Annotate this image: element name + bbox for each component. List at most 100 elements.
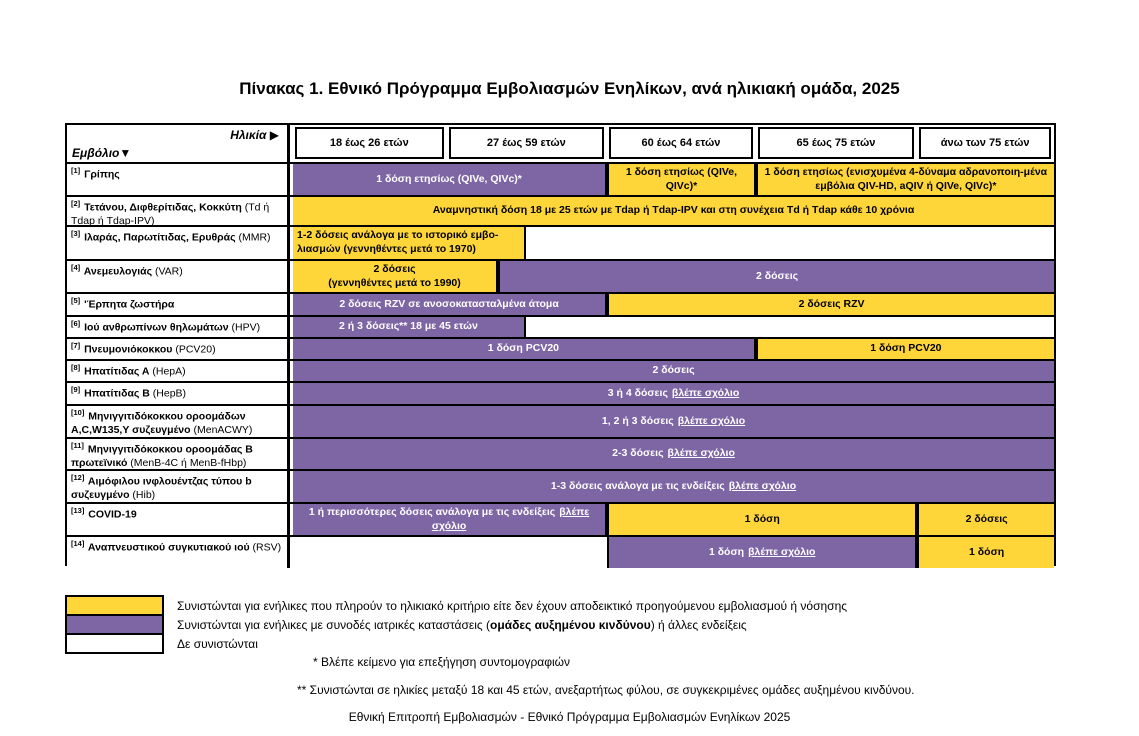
table-row: [10] Μηνιγγιτιδόκοκκου οροομάδων A,C,W13… — [67, 404, 1054, 437]
table-header-row: Ηλικία ▶ Εμβόλιο▼ 18 έως 26 ετών 27 έως 5… — [67, 125, 1054, 162]
schedule-cell-text: 2 δόσεις — [652, 364, 695, 377]
schedule-cell-text: 1 ή περισσότερες δόσεις ανάλογα με τις ε… — [308, 505, 590, 532]
table-row: [2] Τετάνου, Διφθερίτιδας, Κοκκύτη (Td ή… — [67, 195, 1054, 227]
table-body: [1] Γρίπης 1 δόση ετησίως (QIVe, QIVc)* 1… — [67, 162, 1054, 568]
legend-item-text: Δε συνιστώνται — [177, 636, 258, 651]
row-label: [14] Αναπνευστικού συγκυτιακού ιού (RSV) — [67, 537, 290, 568]
table-row: [5] 'Έρπητα ζωστήρα 2 δόσεις RZV σε ανοσ… — [67, 292, 1054, 315]
row-number-superscript: [12] — [71, 473, 85, 482]
row-label-abbreviation: (MMR) — [238, 231, 271, 244]
vaccination-schedule-table: Ηλικία ▶ Εμβόλιο▼ 18 έως 26 ετών 27 έως 5… — [65, 123, 1056, 568]
row-label: [6] Ιού ανθρωπίνων θηλωμάτων (HPV) — [67, 317, 290, 337]
schedule-cell-text: 3 ή 4 δόσεις βλέπε σχόλιο — [607, 386, 740, 399]
schedule-cell-text: 1, 2 ή 3 δόσεις βλέπε σχόλιο — [601, 414, 746, 427]
schedule-cell: 1 δόση ετησίως (ενισχυμένα 4-δύναμα αδρα… — [755, 164, 1054, 195]
legend: Συνιστώνται για ενήλικες που πληρούν το … — [65, 595, 847, 654]
see-note-link: βλέπε σχόλιο — [748, 545, 816, 558]
schedule-cell: 2 ή 3 δόσεις** 18 με 45 ετών — [293, 317, 526, 337]
age-column-header: άνω των 75 ετών — [919, 127, 1051, 159]
schedule-cell: 2 δόσεις — [293, 361, 1054, 381]
table-row: [6] Ιού ανθρωπίνων θηλωμάτων (HPV) 2 ή 3 … — [67, 315, 1054, 337]
schedule-cell: 1, 2 ή 3 δόσεις βλέπε σχόλιο — [293, 406, 1054, 437]
row-number-superscript: [4] — [71, 263, 81, 272]
row-label: [4] Ανεμευλογιάς (VAR) — [67, 261, 290, 292]
row-label-abbreviation: (Hib) — [132, 488, 156, 501]
row-number-superscript: [9] — [71, 385, 81, 394]
see-note-link: βλέπε σχόλιο — [728, 479, 797, 492]
schedule-cell: 2 δόσεις (γεννηθέντες μετά το 1990) — [293, 261, 499, 292]
legend-swatch-purple — [65, 614, 164, 635]
legend-item: Συνιστώνται για ενήλικες με συνοδές ιατρ… — [65, 614, 847, 635]
row-label-abbreviation: (MenACWY) — [193, 423, 253, 436]
row-label: [1] Γρίπης — [67, 164, 290, 195]
page-title: Πίνακας 1. Εθνικό Πρόγραμμα Εμβολιασμών … — [239, 79, 900, 98]
table-corner-cell: Ηλικία ▶ Εμβόλιο▼ — [67, 125, 290, 162]
row-label-abbreviation: (HPV) — [231, 321, 261, 334]
schedule-cell: 1 δόση — [917, 537, 1054, 568]
row-number-superscript: [13] — [71, 506, 85, 515]
age-column-header: 65 έως 75 ετών — [757, 127, 915, 159]
table-row: [9] Ηπατίτιδας Β (HepB) 3 ή 4 δόσεις βλέπε… — [67, 381, 1054, 404]
row-label: [2] Τετάνου, Διφθερίτιδας, Κοκκύτη (Td ή… — [67, 197, 290, 227]
schedule-cell-text: 2 δόσεις (γεννηθέντες μετά το 1990) — [328, 262, 461, 289]
age-axis-label: Ηλικία ▶ — [230, 128, 279, 142]
row-label-abbreviation: (MenB-4C ή MenB-fHbp) — [130, 456, 247, 469]
schedule-cell: 2 δόσεις — [917, 504, 1054, 535]
row-number-superscript: [8] — [71, 363, 81, 372]
schedule-cell: 3 ή 4 δόσεις βλέπε σχόλιο — [293, 383, 1054, 404]
row-label: [5] 'Έρπητα ζωστήρα — [67, 294, 290, 315]
schedule-cell: 1 δόση ετησίως (QIVe, QIVc)* — [293, 164, 608, 195]
footnote-single-star: * Βλέπε κείμενο για επεξήγηση συντομογρα… — [313, 655, 571, 669]
schedule-cell-text: 1 δόση PCV20 — [870, 342, 942, 355]
schedule-cell-text: 2 δόσεις RZV — [798, 297, 865, 310]
row-number-superscript: [3] — [71, 229, 81, 238]
legend-item-text: Συνιστώνται για ενήλικες με συνοδές ιατρ… — [177, 617, 747, 632]
row-label-abbreviation: (PCV20) — [175, 343, 216, 356]
legend-item-text: Συνιστώνται για ενήλικες που πληρούν το … — [177, 598, 848, 613]
row-number-superscript: [10] — [71, 408, 85, 417]
table-row: [7] Πνευμονιόκοκκου (PCV20) 1 δόση PCV20 1… — [67, 337, 1054, 359]
schedule-cell-text: 1 δόση — [744, 512, 780, 525]
row-label-abbreviation: (HepB) — [152, 387, 187, 400]
row-label-abbreviation: (Td ή Tdap ή Tdap-IPV) — [71, 201, 270, 227]
legend-item: Δε συνιστώνται — [65, 633, 847, 654]
schedule-cell-text: 2 δόσεις — [965, 512, 1008, 525]
row-number-superscript: [14] — [71, 539, 85, 548]
schedule-cell: 1 δόση PCV20 — [755, 339, 1054, 359]
row-number-superscript: [5] — [71, 296, 81, 305]
schedule-cell: 2 δόσεις RZV σε ανοσοκατασταλμένα άτομα — [293, 294, 608, 315]
row-label: [11] Μηνιγγιτιδόκοκκου οροομάδας Β πρωτε… — [67, 439, 290, 469]
legend-item: Συνιστώνται για ενήλικες που πληρούν το … — [65, 595, 847, 616]
row-label: [12] Αιμόφιλου ινφλουέντζας τύπου b συζε… — [67, 471, 290, 502]
see-note-link: βλέπε σχόλιο — [671, 386, 740, 399]
table-row: [12] Αιμόφιλου ινφλουέντζας τύπου b συζε… — [67, 469, 1054, 502]
schedule-cell-text: 2 δόσεις RZV σε ανοσοκατασταλμένα άτομα — [339, 297, 559, 310]
row-number-superscript: [7] — [71, 341, 81, 350]
row-label-abbreviation: (HepA) — [152, 365, 186, 378]
schedule-cell-text: 1-3 δόσεις ανάλογα με τις ενδείξεις βλέπε… — [550, 479, 797, 492]
schedule-cell: 1-2 δόσεις ανάλογα με το ιστορικό εμβο-λ… — [293, 227, 526, 259]
schedule-cell: 2 δόσεις — [498, 261, 1054, 292]
schedule-cell-text: 2-3 δόσεις βλέπε σχόλιο — [612, 447, 735, 460]
schedule-cell-text: 2 δόσεις — [755, 269, 799, 282]
row-number-superscript: [2] — [71, 199, 81, 208]
age-column-header: 18 έως 26 ετών — [295, 127, 444, 159]
table-row: [3] Ιλαράς, Παρωτίτιδας, Ερυθράς (MMR) 1-… — [67, 225, 1054, 259]
schedule-cell-text: Αναμνηστική δόση 18 με 25 ετών με Tdap ή… — [432, 204, 915, 217]
footnote-double-star: ** Συνιστώνται σε ηλικίες μεταξύ 18 και … — [297, 683, 915, 697]
age-column-header: 60 έως 64 ετών — [609, 127, 753, 159]
schedule-cell-text: 1 δόση ετησίως (QIVe, QIVc)* — [625, 165, 738, 192]
schedule-cell: 1 δόση — [607, 504, 918, 535]
schedule-cell: 1 ή περισσότερες δόσεις ανάλογα με τις ε… — [293, 504, 608, 535]
schedule-cell-text: 1 δόση PCV20 — [487, 342, 560, 355]
row-number-superscript: [6] — [71, 319, 81, 328]
schedule-cell: 1-3 δόσεις ανάλογα με τις ενδείξεις βλέπε… — [293, 471, 1054, 502]
age-column-header: 27 έως 59 ετών — [448, 127, 605, 159]
schedule-cell: 1 δόση ετησίως (QIVe, QIVc)* — [607, 164, 756, 195]
schedule-cell-text: 1 δόση βλέπε σχόλιο — [708, 545, 816, 558]
see-note-link: βλέπε σχόλιο — [431, 505, 590, 532]
legend-swatch-yellow — [65, 595, 164, 616]
schedule-cell-text: 1 δόση ετησίως (QIVe, QIVc)* — [376, 172, 522, 185]
row-label: [13] COVID-19 — [67, 504, 290, 535]
